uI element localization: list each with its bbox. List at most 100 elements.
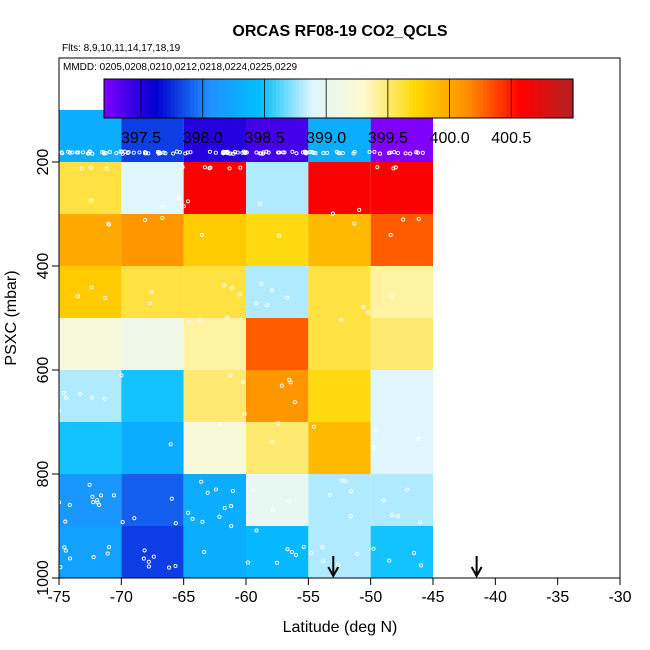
colorbar-swatch xyxy=(201,79,207,118)
colorbar-swatch xyxy=(553,79,558,118)
sample-point xyxy=(389,293,394,298)
colorbar-swatch xyxy=(272,79,277,118)
colorbar-swatch xyxy=(365,79,371,118)
chart-title: ORCAS RF08-19 CO2_QCLS xyxy=(232,23,447,40)
sample-point xyxy=(348,514,353,519)
sample-point xyxy=(254,301,259,306)
colorbar-swatch xyxy=(119,79,125,118)
sample-point xyxy=(60,151,65,156)
heatmap-cell xyxy=(370,370,433,422)
sample-point xyxy=(190,516,195,521)
sample-point xyxy=(355,551,360,556)
sample-point xyxy=(320,545,325,550)
sample-point xyxy=(254,150,259,155)
sample-point xyxy=(330,211,335,216)
sample-point xyxy=(106,221,111,226)
x-tick-label: -50 xyxy=(359,589,382,606)
heatmap-cell xyxy=(370,526,433,578)
colorbar-swatch xyxy=(459,79,465,118)
heatmap-cell xyxy=(59,474,122,526)
sample-point xyxy=(142,548,147,553)
heatmap-cell xyxy=(121,474,184,526)
colorbar-swatch xyxy=(440,79,445,118)
colorbar-swatch xyxy=(389,79,394,118)
flights-subtitle: Flts: 8,9,10,11,14,17,18,19 xyxy=(62,43,181,54)
colorbar-swatch xyxy=(326,79,332,118)
y-tick-label: 400 xyxy=(35,253,52,280)
sample-point xyxy=(61,391,67,396)
colorbar-swatch xyxy=(131,79,136,118)
heatmap-cell xyxy=(183,214,246,266)
colorbar-swatch xyxy=(334,79,340,118)
colorbar-swatch xyxy=(412,79,418,118)
sample-point xyxy=(160,215,165,221)
sample-point xyxy=(103,151,108,156)
sample-point xyxy=(95,500,100,505)
sample-point xyxy=(176,196,182,201)
plot-area xyxy=(59,110,433,578)
sample-point xyxy=(393,165,398,170)
sample-point xyxy=(80,150,86,155)
colorbar-swatch xyxy=(143,79,148,118)
sample-point xyxy=(202,549,207,555)
colorbar: 397.5 398.0 398.5 399.0 399.5 400.0 400.5 xyxy=(103,78,574,147)
colorbar-swatch xyxy=(217,79,222,118)
heatmap-cell xyxy=(308,370,371,422)
heatmap-cell xyxy=(121,318,184,370)
heatmap-cell xyxy=(183,526,246,578)
heatmap-cell xyxy=(121,422,184,474)
heatmap-cell xyxy=(59,370,122,422)
colorbar-swatch xyxy=(467,79,472,118)
x-tick-label: -65 xyxy=(172,589,195,606)
colorbar-swatch xyxy=(178,79,183,118)
sample-point xyxy=(414,150,419,155)
heatmap-cell xyxy=(308,110,371,162)
sample-point xyxy=(349,489,354,494)
sample-point xyxy=(146,559,151,564)
heatmap-cell xyxy=(370,318,433,370)
sample-point xyxy=(416,217,421,222)
colorbar-swatch xyxy=(158,79,164,118)
sample-point xyxy=(114,151,119,156)
sample-point xyxy=(292,400,297,405)
sample-point xyxy=(186,320,191,325)
sample-point xyxy=(310,149,315,155)
colorbar-swatch xyxy=(260,79,265,118)
colorbar-swatch xyxy=(307,79,312,118)
x-tick-label: -75 xyxy=(47,589,70,606)
colorbar-swatch xyxy=(283,79,289,118)
sample-point xyxy=(213,150,218,155)
heatmap-cell xyxy=(308,266,371,318)
heatmap-cell xyxy=(370,422,433,474)
colorbar-tick-label: 399.5 xyxy=(368,130,408,147)
colorbar-swatch xyxy=(315,79,320,118)
sample-point xyxy=(157,150,162,155)
sample-point xyxy=(70,150,75,155)
heatmap-cell xyxy=(183,370,246,422)
sample-point xyxy=(118,149,123,154)
colorbar-swatch xyxy=(146,79,152,118)
y-tick-label: 800 xyxy=(35,461,52,488)
sample-point xyxy=(242,411,247,417)
sample-point xyxy=(395,514,400,519)
colorbar-swatch xyxy=(205,79,211,118)
colorbar-swatch xyxy=(533,79,539,118)
sample-point xyxy=(388,232,393,238)
sample-point xyxy=(91,500,96,505)
sample-point xyxy=(386,151,392,156)
heatmap-cell xyxy=(183,162,246,214)
colorbar-swatch xyxy=(111,79,117,118)
sample-point xyxy=(213,487,218,492)
sample-point xyxy=(185,150,190,155)
colorbar-swatch xyxy=(404,79,410,118)
sample-point xyxy=(125,150,130,156)
colorbar-swatch xyxy=(561,79,566,118)
colorbar-swatch xyxy=(475,79,480,118)
sample-point xyxy=(287,377,292,382)
colorbar-swatch xyxy=(494,79,500,118)
colorbar-tick-label: 400.0 xyxy=(430,130,470,147)
x-tick-label: -40 xyxy=(484,589,507,606)
sample-point xyxy=(90,494,95,499)
sample-point xyxy=(387,558,392,563)
sample-point xyxy=(105,551,110,556)
